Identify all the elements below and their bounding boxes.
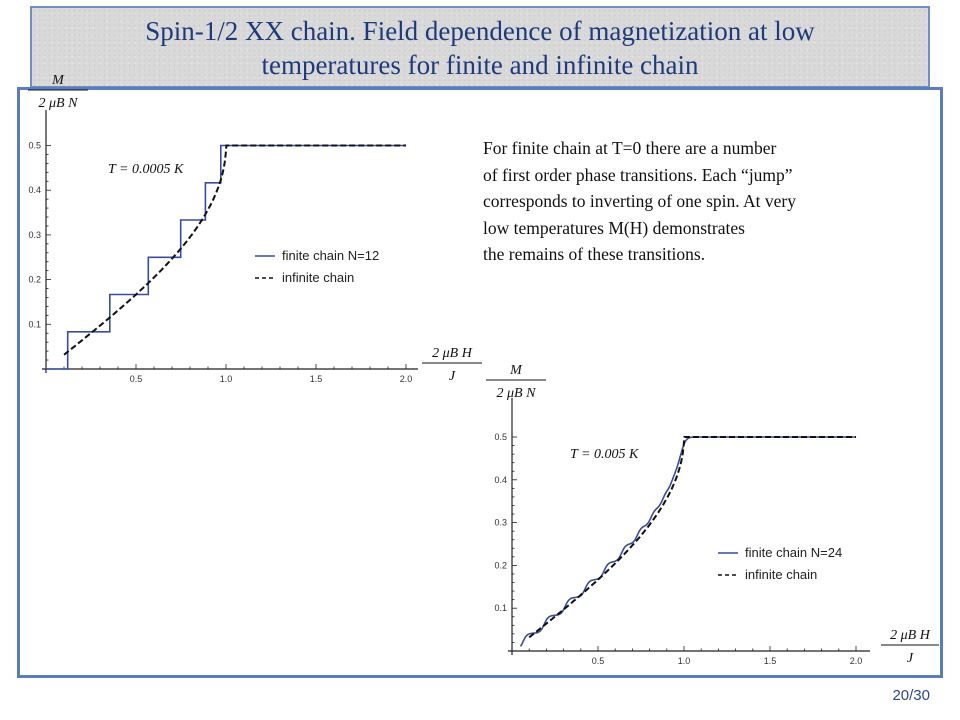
- x-tick-label: 0.5: [592, 656, 605, 666]
- title-line-2: temperatures for finite and infinite cha…: [261, 50, 699, 80]
- content-panel: [17, 87, 943, 678]
- finite-chain-line: [519, 436, 856, 647]
- x-axis-label: 2 μB H J: [422, 346, 482, 384]
- y-axis-label-denominator: 2 μB N: [497, 386, 537, 401]
- y-axis-label-numerator: M: [509, 363, 523, 378]
- x-axis-label-numerator: 2 μB H: [432, 346, 473, 361]
- legend-finite-label: finite chain N=24: [745, 545, 842, 560]
- note-line-3: corresponds to inverting of one spin. At…: [483, 191, 797, 211]
- chart-2: 0.5 1.0 1.5 2.0 0.1 0.2 0.3 0.4 0.5 M 2 μB N 2 μB H…: [486, 363, 939, 666]
- x-axis-label: 2 μB H J: [881, 628, 939, 666]
- y-axis-label: M 2 μB N: [28, 73, 88, 111]
- y-tick-label: 0.1: [494, 603, 507, 613]
- legend: finite chain N=12 infinite chain: [255, 248, 379, 285]
- x-axis-label-denominator: J: [449, 369, 456, 384]
- slide-title: Spin-1/2 XX chain. Field dependence of m…: [32, 14, 928, 82]
- infinite-chain-line: [528, 436, 856, 639]
- y-tick-label: 0.4: [28, 185, 41, 195]
- page-number: 20/30: [892, 687, 930, 704]
- y-axis-label-denominator: 2 μB N: [39, 96, 79, 111]
- temperature-label: T = 0.005 K: [570, 447, 639, 462]
- x-tick-label: 1.0: [220, 374, 233, 384]
- x-tick-label: 1.0: [678, 656, 691, 666]
- y-tick-label: 0.5: [494, 432, 507, 442]
- note-line-5: the remains of these transitions.: [483, 244, 706, 264]
- y-tick-label: 0.1: [28, 319, 41, 329]
- y-axis-label-numerator: M: [51, 73, 65, 88]
- finite-chain-line: [46, 144, 406, 370]
- legend-infinite-label: infinite chain: [282, 270, 354, 285]
- x-tick-label: 2.0: [400, 374, 413, 384]
- chart-1: 0.5 1.0 1.5 2.0 0.1 0.2 0.3 0.4 0.5 M 2 μB N 2 μB H…: [28, 73, 482, 384]
- x-axis-label-numerator: 2 μB H: [890, 628, 931, 643]
- legend-finite-label: finite chain N=12: [282, 248, 379, 263]
- legend: finite chain N=24 infinite chain: [718, 545, 842, 582]
- x-tick-label: 1.5: [764, 656, 777, 666]
- note-line-1: For finite chain at T=0 there are a numb…: [483, 138, 777, 158]
- x-axis-label-denominator: J: [907, 651, 914, 666]
- temperature-label: T = 0.0005 K: [108, 162, 184, 177]
- y-tick-label: 0.2: [494, 560, 507, 570]
- legend-infinite-label: infinite chain: [745, 567, 817, 582]
- note-line-4: low temperatures M(H) demonstrates: [483, 217, 745, 238]
- y-tick-label: 0.3: [494, 518, 507, 528]
- y-tick-label: 0.4: [494, 475, 507, 485]
- x-tick-label: 1.5: [310, 374, 323, 384]
- x-tick-label: 2.0: [850, 656, 863, 666]
- explanation-text: For finite chain at T=0 there are a numb…: [483, 135, 923, 268]
- title-line-1: Spin-1/2 XX chain. Field dependence of m…: [145, 16, 815, 46]
- y-tick-label: 0.2: [28, 275, 41, 285]
- y-tick-label: 0.3: [28, 230, 41, 240]
- infinite-chain-line: [63, 144, 406, 356]
- y-axis-label: M 2 μB N: [486, 363, 546, 401]
- y-tick-label: 0.5: [28, 141, 41, 151]
- note-line-2: of first order phase transitions. Each “…: [483, 164, 793, 185]
- title-banner: Spin-1/2 XX chain. Field dependence of m…: [30, 6, 930, 88]
- x-tick-label: 0.5: [130, 374, 143, 384]
